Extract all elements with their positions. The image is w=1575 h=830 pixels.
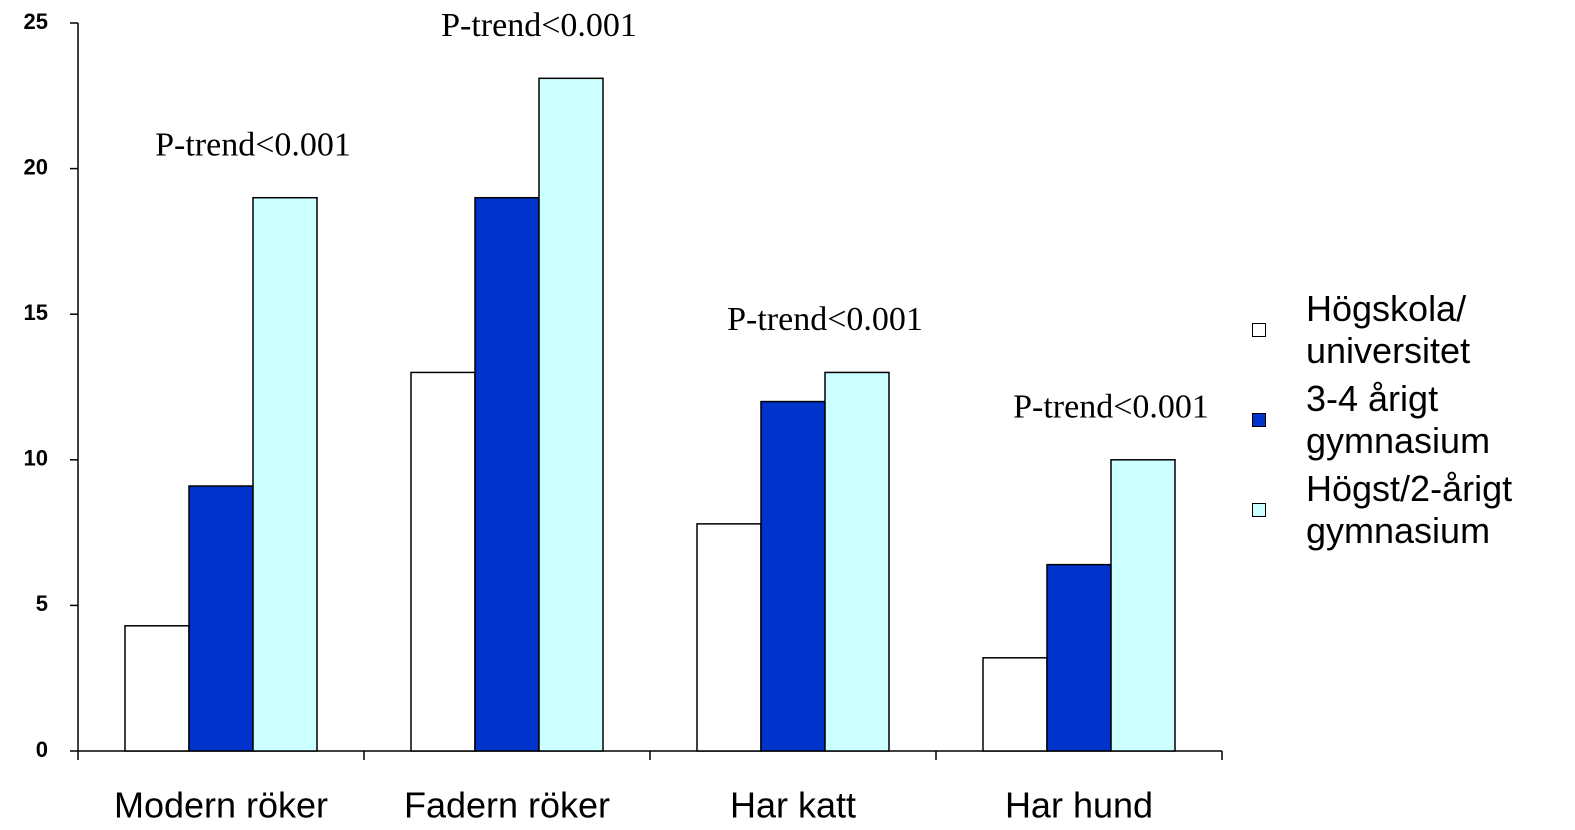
x-tick-label: Har katt [730,785,856,826]
y-tick-label: 5 [36,591,48,616]
bar [760,400,826,752]
bar [474,196,540,752]
x-tick-label: Fadern röker [404,785,610,826]
annotation: P-trend<0.001 [441,7,637,44]
y-tick-label: 0 [36,737,48,762]
bar [538,77,604,752]
bar [252,196,318,752]
x-tick-label: Har hund [1005,785,1153,826]
y-tick-label: 10 [24,446,48,471]
bar [982,657,1048,752]
annotation: P-trend<0.001 [155,127,351,164]
bar [188,485,254,752]
bar [1110,459,1176,752]
annotation: P-trend<0.001 [727,301,923,338]
bar [1046,563,1112,752]
bar [124,625,190,752]
y-tick-label: 15 [24,300,48,325]
legend-label: 3-4 årigt gymnasium [1306,378,1491,461]
bar [696,523,762,752]
y-tick-label: 25 [24,9,48,34]
legend-label: Högskola/ universitet [1306,288,1471,371]
legend-item: Högskola/ universitet [1252,288,1522,372]
legend-item: 3-4 årigt gymnasium [1252,378,1522,462]
legend-item: Högst/2-årigt gymnasium [1252,468,1522,552]
legend-label: Högst/2-årigt gymnasium [1306,468,1513,551]
legend-swatch [1252,503,1266,517]
legend: Högskola/ universitet 3-4 årigt gymnasium… [1252,288,1522,558]
bar [824,371,890,752]
annotation: P-trend<0.001 [1013,389,1209,426]
legend-swatch [1252,413,1266,427]
y-tick-label: 20 [24,154,48,179]
legend-swatch [1252,323,1266,337]
bar [410,371,476,752]
x-tick-label: Modern röker [114,785,328,826]
